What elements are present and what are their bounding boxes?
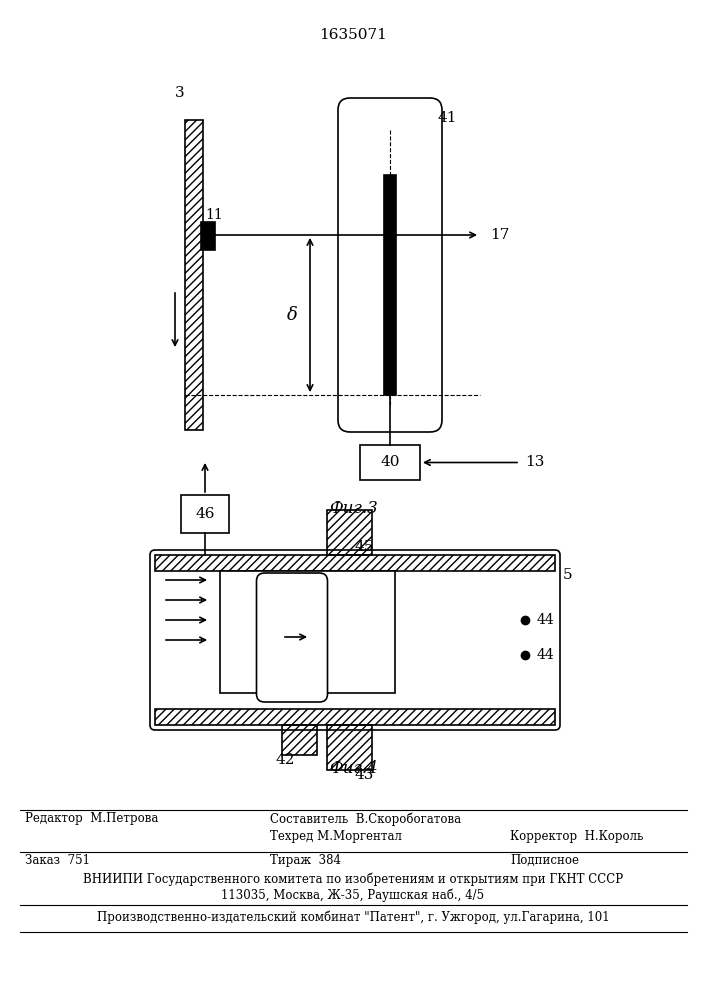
Text: 44: 44 bbox=[537, 613, 555, 627]
Text: 13: 13 bbox=[525, 456, 544, 470]
FancyBboxPatch shape bbox=[150, 550, 560, 730]
Text: Составитель  В.Скоробогатова: Составитель В.Скоробогатова bbox=[270, 812, 461, 826]
Text: 42: 42 bbox=[276, 753, 295, 767]
Text: 45: 45 bbox=[355, 540, 375, 554]
Text: Техред М.Моргентал: Техред М.Моргентал bbox=[270, 830, 402, 843]
Text: Тираж  384: Тираж 384 bbox=[270, 854, 341, 867]
Text: 43: 43 bbox=[355, 768, 375, 782]
Bar bbox=[327, 510, 373, 555]
Text: Редактор  М.Петрова: Редактор М.Петрова bbox=[25, 812, 158, 825]
Text: Фиг.3: Фиг.3 bbox=[329, 500, 378, 517]
Bar bbox=[185, 120, 203, 430]
Text: Подписное: Подписное bbox=[510, 854, 579, 867]
Bar bbox=[155, 709, 555, 725]
Text: 5: 5 bbox=[563, 568, 573, 582]
Text: Корректор  Н.Король: Корректор Н.Король bbox=[510, 830, 643, 843]
Bar bbox=[201, 222, 215, 250]
Text: 46: 46 bbox=[195, 507, 215, 521]
Text: Фиг.4: Фиг.4 bbox=[329, 760, 378, 777]
FancyBboxPatch shape bbox=[338, 98, 442, 432]
Bar bbox=[220, 571, 395, 693]
Bar bbox=[181, 495, 229, 533]
Text: 44: 44 bbox=[537, 648, 555, 662]
Text: 3: 3 bbox=[175, 86, 185, 100]
Text: ВНИИПИ Государственного комитета по изобретениям и открытиям при ГКНТ СССР: ВНИИПИ Государственного комитета по изоб… bbox=[83, 872, 623, 886]
Text: 41: 41 bbox=[438, 111, 457, 125]
Text: 40: 40 bbox=[380, 456, 399, 470]
Text: Заказ  751: Заказ 751 bbox=[25, 854, 90, 867]
Bar bbox=[384, 175, 396, 395]
Text: δ: δ bbox=[286, 306, 298, 324]
Bar bbox=[360, 445, 420, 480]
Bar bbox=[283, 725, 317, 755]
Text: 1635071: 1635071 bbox=[319, 28, 387, 42]
Text: 11: 11 bbox=[205, 208, 223, 222]
Bar bbox=[327, 725, 373, 770]
Bar bbox=[155, 555, 555, 571]
Text: 113035, Москва, Ж-35, Раушская наб., 4/5: 113035, Москва, Ж-35, Раушская наб., 4/5 bbox=[221, 888, 484, 902]
Text: Производственно-издательский комбинат "Патент", г. Ужгород, ул.Гагарина, 101: Производственно-издательский комбинат "П… bbox=[97, 910, 609, 924]
Text: 17: 17 bbox=[490, 228, 509, 242]
Bar bbox=[384, 175, 396, 395]
FancyBboxPatch shape bbox=[257, 573, 327, 702]
